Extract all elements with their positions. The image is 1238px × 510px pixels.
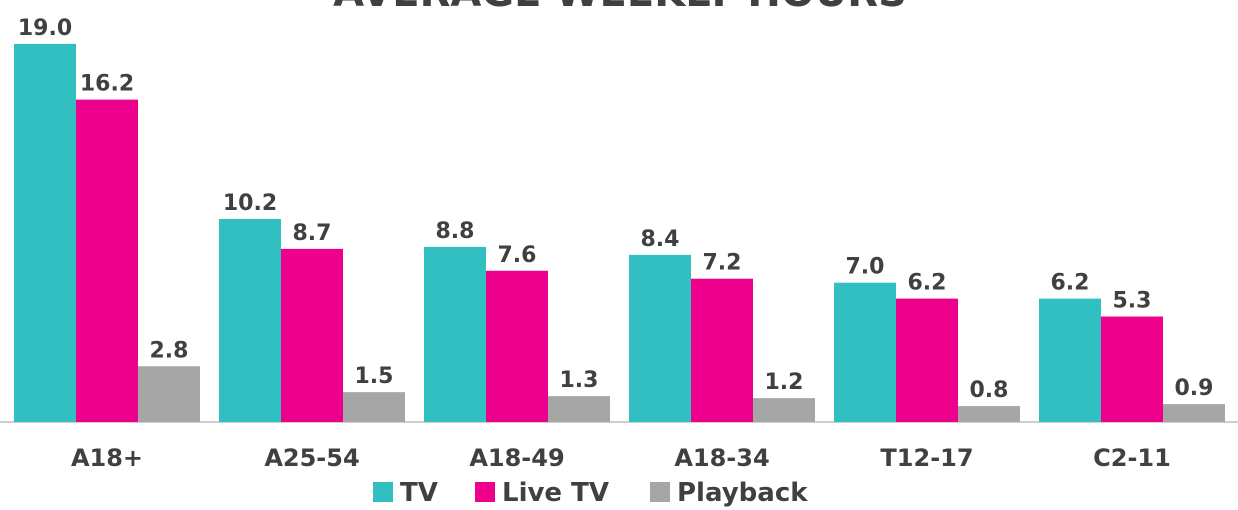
x-tick-label: A18-34 [674,444,769,472]
data-label: 8.8 [436,219,475,244]
bar [424,246,486,422]
data-label: 0.8 [970,378,1009,403]
bar [834,282,896,422]
legend-swatch [373,482,393,502]
bar [76,99,138,423]
data-label: 8.4 [641,227,680,252]
bar [138,366,200,422]
data-label: 19.0 [18,16,72,41]
legend-label: Live TV [502,478,609,508]
data-label: 8.7 [293,221,332,246]
data-label: 6.2 [1051,271,1090,296]
bar [1039,298,1101,422]
chart-title: AVERAGE WEEKLY HOURS [333,0,907,16]
data-label: 2.8 [150,338,189,363]
data-label: 1.5 [355,364,394,389]
data-label: 5.3 [1113,289,1152,314]
legend-swatch [650,482,670,502]
x-tick-label: A18+ [71,444,143,472]
data-label: 1.3 [560,368,599,393]
data-label: 10.2 [223,191,277,216]
bar [1163,404,1225,422]
data-label: 16.2 [80,72,134,97]
legend-label: TV [400,478,438,508]
data-label: 7.2 [703,251,742,276]
x-tick-label: A18-49 [469,444,564,472]
bar [896,298,958,422]
data-label: 7.6 [498,243,537,268]
bar [14,43,76,423]
bar [548,396,610,422]
legend-label: Playback [677,478,808,508]
x-tick-label: C2-11 [1093,444,1171,472]
bar [1101,316,1163,422]
data-label: 1.2 [765,370,804,395]
bar [486,270,548,422]
x-tick-label: T12-17 [880,444,973,472]
data-label: 6.2 [908,271,947,296]
data-label: 0.9 [1175,376,1214,401]
bar [219,219,281,422]
x-tick-label: A25-54 [264,444,359,472]
legend-swatch [475,482,495,502]
data-label: 7.0 [846,255,885,280]
bar [958,406,1020,422]
bar [753,398,815,422]
bar [281,248,343,422]
bar [343,392,405,422]
bar [691,278,753,422]
bar [629,254,691,422]
